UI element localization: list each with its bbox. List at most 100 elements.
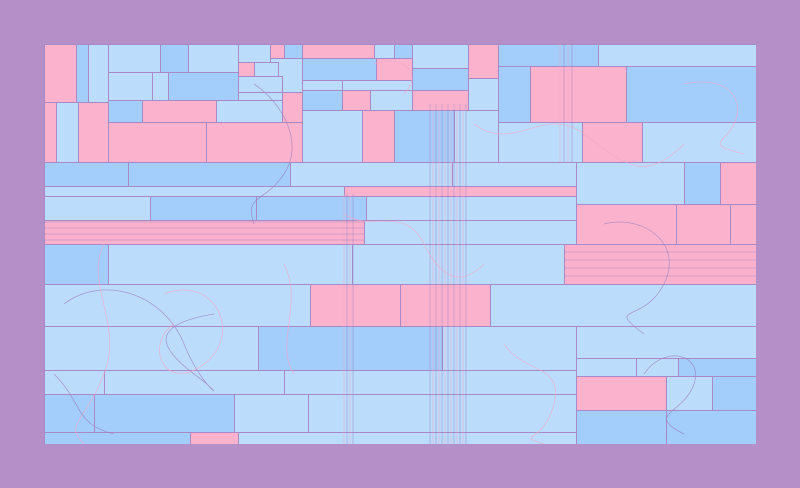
mosaic-tile [56,102,79,163]
mosaic-tile [206,122,303,163]
mosaic-tile [730,204,756,245]
mosaic-tile [44,432,191,444]
mosaic-tile [576,376,667,411]
flow-curve [503,343,556,444]
mosaic-tile [490,284,756,327]
mosaic-tile [642,122,756,163]
mosaic-tile [238,76,283,93]
mosaic-tile [468,44,499,79]
flow-curve [250,83,293,225]
mosaic-tile [44,326,259,371]
mosaic-tile [190,432,239,444]
mosaic-tile [302,110,363,163]
mosaic-tile [150,196,257,221]
mosaic-tile [234,394,309,433]
mosaic-tile [108,44,161,73]
mosaic-tile [284,370,577,395]
flow-curve [159,289,223,374]
mosaic-tile [44,220,365,245]
mosaic-tile [94,394,235,433]
mosaic-tile [216,100,283,123]
mosaic-tile [302,58,377,81]
mosaic-tile [152,72,169,101]
mosaic-tile [720,162,756,205]
mosaic-tile [576,410,667,444]
mosaic-tile [498,66,531,123]
mosaic-tile [362,110,395,163]
mosaic-tile [370,90,413,111]
mosaic-tile [238,44,271,63]
mosaic-tile [44,44,77,103]
mosaic-tile [412,68,469,91]
mosaic-tile [302,44,375,59]
mosaic-tile [188,44,239,73]
mosaic-artwork [44,44,756,444]
mosaic-tile [108,122,207,163]
mosaic-tile [160,44,189,73]
mosaic-tile [44,162,129,187]
mosaic-tile [44,244,109,285]
mosaic-tile [78,102,109,163]
mosaic-tile [530,66,627,123]
mosaic-tile [108,72,153,101]
mosaic-tile [576,162,685,205]
mosaic-tile [684,162,721,205]
mosaic-tile [282,92,303,123]
mosaic-tile [666,410,756,444]
mosaic-tile [598,44,756,67]
mosaic-tile [576,326,756,359]
mosaic-tile [582,122,643,163]
mosaic-tile [168,72,239,101]
mosaic-tile [394,44,415,59]
mosaic-tile [238,432,577,444]
flow-curve [53,373,115,435]
mosaic-tile [76,44,89,103]
mosaic-tile [290,162,453,187]
mosaic-tile [498,122,583,163]
mosaic-tile [364,220,577,245]
mosaic-tile [302,90,343,111]
mosaic-tile [44,186,345,197]
flow-curve [63,289,215,392]
mosaic-tile [254,62,279,77]
mosaic-tile [44,102,57,163]
mosaic-tile [284,44,303,59]
mosaic-tile [412,44,469,69]
mosaic-tile [498,44,599,67]
mosaic-tile [44,284,311,327]
flow-curve [603,221,670,335]
mosaic-tile [454,110,499,163]
mosaic-tile [302,80,343,91]
mosaic-tile [238,62,255,77]
mosaic-tile [366,196,577,221]
mosaic-tile [626,66,756,123]
flow-curve [683,81,745,155]
mosaic-tile [442,326,577,371]
mosaic-tile [270,44,285,59]
artwork-canvas [44,44,756,444]
mosaic-tile [712,376,756,411]
mosaic-tile [108,100,143,123]
flow-curve [283,263,295,375]
flow-curve [373,60,413,95]
mosaic-tile [576,358,637,377]
mosaic-tile [44,394,95,433]
mosaic-tile [468,78,499,111]
mosaic-tile [352,244,565,285]
mosaic-tile [452,162,577,187]
mosaic-tile [142,100,217,123]
mosaic-tile [374,44,395,59]
mosaic-tile [676,204,731,245]
mosaic-tile [576,204,677,245]
flow-curve [343,213,485,278]
flow-curve [473,123,685,167]
mosaic-tile [308,394,577,433]
mosaic-tile [88,44,109,103]
mosaic-tile [342,90,371,111]
mosaic-tile [44,370,105,395]
mosaic-tile [108,244,353,285]
mosaic-tile [310,284,401,327]
flow-curve [643,355,696,435]
mosaic-tile [44,196,151,221]
mosaic-tile [128,162,291,187]
